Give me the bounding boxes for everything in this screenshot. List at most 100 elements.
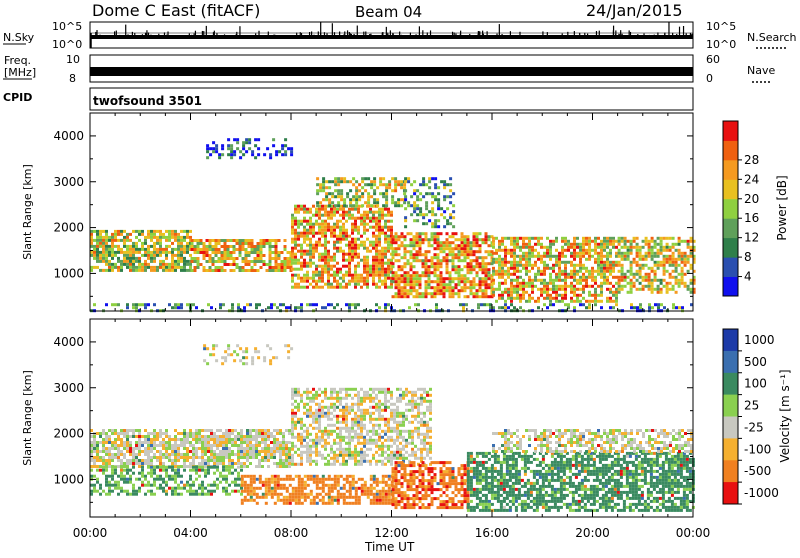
heatmap-cell <box>165 447 168 450</box>
heatmap-cell <box>391 189 394 192</box>
heatmap-cell <box>519 237 522 240</box>
heatmap-cell <box>398 235 401 238</box>
heatmap-cell <box>627 258 630 261</box>
heatmap-cell <box>485 292 488 295</box>
heatmap-cell <box>336 247 339 250</box>
heatmap-cell <box>597 261 600 264</box>
heatmap-cell <box>576 255 579 258</box>
heatmap-cell <box>105 475 108 478</box>
heatmap-cell <box>446 256 449 259</box>
heatmap-cell <box>630 303 633 306</box>
heatmap-cell <box>165 469 168 472</box>
heatmap-cell <box>269 269 272 272</box>
heatmap-cell <box>549 240 552 243</box>
heatmap-cell <box>425 213 428 216</box>
heatmap-cell <box>615 240 618 243</box>
heatmap-cell <box>498 255 501 258</box>
heatmap-cell <box>306 274 309 277</box>
heatmap-cell <box>243 306 246 309</box>
heatmap-cell <box>337 475 340 478</box>
heatmap-cell <box>354 274 357 277</box>
heatmap-cell <box>255 432 258 435</box>
heatmap-cell <box>440 280 443 283</box>
heatmap-cell <box>473 235 476 238</box>
heatmap-cell <box>319 183 322 186</box>
heatmap-cell <box>382 499 385 502</box>
heatmap-cell <box>363 283 366 286</box>
heatmap-cell <box>247 484 250 487</box>
heatmap-cell <box>264 444 267 447</box>
heatmap-cell <box>612 264 615 267</box>
heatmap-cell <box>348 306 351 309</box>
heatmap-cell <box>168 251 171 254</box>
heatmap-cell <box>612 243 615 246</box>
heatmap-cell <box>473 292 476 295</box>
heatmap-cell <box>334 177 337 180</box>
heatmap-cell <box>348 274 351 277</box>
heatmap-cell <box>318 274 321 277</box>
heatmap-cell <box>351 256 354 259</box>
heatmap-cell <box>381 259 384 262</box>
heatmap-cell <box>300 277 303 280</box>
heatmap-cell <box>249 303 252 306</box>
heatmap-cell <box>123 453 126 456</box>
heatmap-cell <box>600 306 603 309</box>
heatmap-cell <box>150 236 153 239</box>
heatmap-cell <box>111 447 114 450</box>
heatmap-cell <box>485 250 488 253</box>
heatmap-cell <box>177 248 180 251</box>
heatmap-cell <box>195 453 198 456</box>
heatmap-cell <box>407 180 410 183</box>
heatmap-cell <box>120 263 123 266</box>
heatmap-cell <box>144 248 147 251</box>
heatmap-cell <box>381 256 384 259</box>
heatmap-cell <box>250 481 253 484</box>
heatmap-cell <box>201 487 204 490</box>
heatmap-cell <box>207 435 210 438</box>
heatmap-cell <box>382 493 385 496</box>
heatmap-cell <box>114 469 117 472</box>
heatmap-cell <box>455 271 458 274</box>
heatmap-cell <box>358 496 361 499</box>
heatmap-cell <box>573 288 576 291</box>
heatmap-cell <box>446 238 449 241</box>
heatmap-cell <box>285 459 288 462</box>
heatmap-cell <box>289 484 292 487</box>
heatmap-cell <box>363 265 366 268</box>
heatmap-cell <box>111 245 114 248</box>
heatmap-cell <box>318 256 321 259</box>
heatmap-cell <box>327 271 330 274</box>
heatmap-cell <box>363 271 366 274</box>
heatmap-cell <box>355 180 358 183</box>
heatmap-cell <box>642 255 645 258</box>
heatmap-cell <box>287 147 290 150</box>
heatmap-cell <box>372 211 375 214</box>
heatmap-cell <box>316 177 319 180</box>
heatmap-cell <box>378 238 381 241</box>
heatmap-cell <box>219 435 222 438</box>
heatmap-cell <box>413 295 416 298</box>
heatmap-cell <box>216 447 219 450</box>
heatmap-cell <box>431 210 434 213</box>
heatmap-cell <box>273 441 276 444</box>
heatmap-cell <box>600 249 603 252</box>
heatmap-cell <box>621 255 624 258</box>
heatmap-cell <box>201 484 204 487</box>
heatmap-cell <box>250 475 253 478</box>
heatmap-cell <box>345 244 348 247</box>
heatmap-cell <box>240 487 243 490</box>
heatmap-cell <box>449 250 452 253</box>
heatmap-cell <box>114 466 117 469</box>
heatmap-cell <box>684 264 687 267</box>
heatmap-cell <box>492 237 495 240</box>
heatmap-cell <box>96 230 99 233</box>
heatmap-cell <box>416 195 419 198</box>
heatmap-cell <box>591 300 594 303</box>
heatmap-cell <box>567 243 570 246</box>
heatmap-cell <box>404 235 407 238</box>
heatmap-cell <box>458 280 461 283</box>
heatmap-cell <box>440 265 443 268</box>
heatmap-cell <box>328 478 331 481</box>
heatmap-cell <box>621 246 624 249</box>
heatmap-cell <box>243 453 246 456</box>
